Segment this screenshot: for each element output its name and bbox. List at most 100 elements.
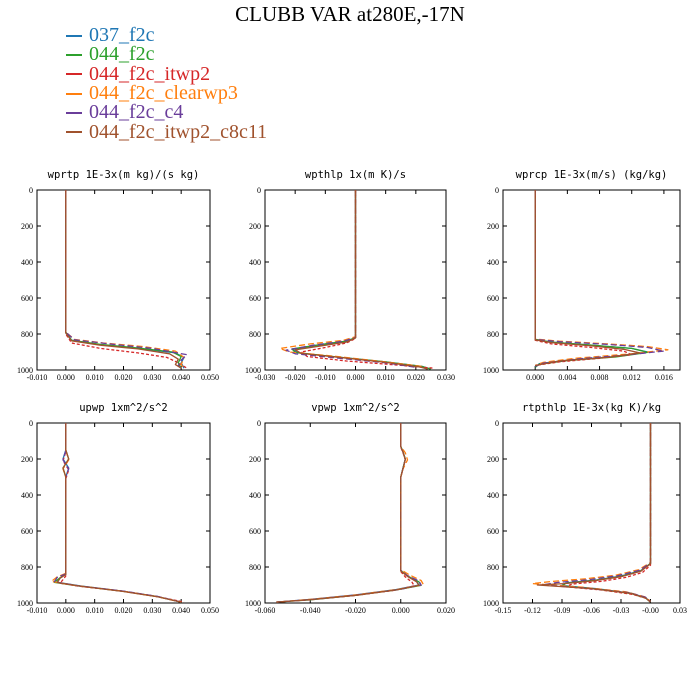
- y-tick-label: 600: [249, 294, 261, 303]
- chart-panel: wprtp 1E-3x(m kg)/(s kg) -0.010 0.000 0.010…: [17, 169, 219, 382]
- y-tick-label: 0: [257, 419, 261, 428]
- x-tick-label: 0.016: [655, 373, 673, 382]
- legend-item: 037_f2c: [66, 24, 267, 47]
- y-tick-label: 1000: [483, 366, 499, 375]
- legend-item: 044_f2c_itwp2_c8c11: [66, 120, 268, 143]
- x-tick-label: 0.010: [377, 373, 395, 382]
- x-tick-label: 0.010: [86, 373, 104, 382]
- x-tick-label: 0.004: [558, 373, 576, 382]
- x-tick-label: 0.020: [437, 606, 455, 615]
- series-line: [534, 190, 633, 367]
- y-tick-label: 200: [487, 222, 499, 231]
- legend: 037_f2c 044_f2c 044_f2c_itwp2 044_f2c_cl…: [66, 24, 268, 143]
- series-line: [536, 423, 652, 603]
- x-tick-label: 0.030: [143, 373, 161, 382]
- x-tick-label: -0.030: [255, 373, 276, 382]
- y-tick-label: 600: [21, 527, 33, 536]
- y-tick-label: 0: [495, 419, 499, 428]
- panel-title: wprtp 1E-3x(m kg)/(s kg): [48, 169, 200, 181]
- y-tick-label: 200: [487, 455, 499, 464]
- chart-panel: wpthlp 1x(m K)/s -0.030 -0.020 -0.010 0.000 0…: [245, 169, 455, 382]
- legend-label: 044_f2c_c4: [89, 101, 184, 124]
- y-tick-label: 800: [249, 563, 261, 572]
- plot-frame: [36, 189, 211, 371]
- series-line: [276, 423, 422, 603]
- legend-swatch: [66, 131, 82, 134]
- legend-label: 044_f2c_itwp2_c8c11: [89, 120, 268, 143]
- y-tick-label: 1000: [17, 366, 33, 375]
- legend-swatch: [66, 53, 82, 56]
- legend-label: 044_f2c: [89, 43, 155, 66]
- x-tick-label: -0.060: [255, 606, 276, 615]
- legend-swatch: [66, 92, 82, 95]
- y-tick-label: 600: [21, 294, 33, 303]
- series-line: [56, 423, 182, 603]
- x-tick-label: -0.010: [27, 373, 48, 382]
- series-line: [53, 423, 182, 603]
- x-tick-label: 0.050: [201, 606, 219, 615]
- chart-panel: vpwp 1xm^2/s^2 -0.060 -0.040 -0.020 0.000 0.0…: [245, 402, 455, 615]
- y-tick-label: 800: [249, 330, 261, 339]
- x-tick-label: 0.020: [407, 373, 425, 382]
- series-line: [534, 190, 669, 367]
- chart-panel: upwp 1xm^2/s^2 -0.010 0.000 0.010 0.020 0.030…: [17, 402, 219, 615]
- legend-swatch: [66, 111, 82, 114]
- series-line: [276, 423, 420, 603]
- y-tick-label: 1000: [483, 599, 499, 608]
- series-line: [561, 423, 652, 603]
- series-line: [56, 423, 182, 603]
- y-tick-label: 800: [487, 563, 499, 572]
- x-tick-label: -0.020: [345, 606, 366, 615]
- x-tick-label: -0.020: [285, 373, 306, 382]
- x-tick-label: 0.000: [392, 606, 410, 615]
- panel-title: wpthlp 1x(m K)/s: [305, 169, 406, 181]
- legend-swatch: [66, 73, 82, 76]
- series-line: [276, 423, 420, 603]
- y-tick-label: 400: [249, 491, 261, 500]
- series-line: [65, 190, 182, 369]
- y-tick-label: 600: [487, 527, 499, 536]
- figure-title: CLUBB VAR at280E,-17N: [235, 2, 465, 26]
- chart-panel: wprcp 1E-3x(m/s) (kg/kg) 0.000 0.004 0.008 0…: [483, 169, 681, 382]
- legend-swatch: [66, 34, 82, 37]
- x-tick-label: -0.00: [642, 606, 659, 615]
- x-tick-label: 0.008: [591, 373, 609, 382]
- y-tick-label: 400: [487, 491, 499, 500]
- y-tick-label: 0: [29, 186, 33, 195]
- y-tick-label: 1000: [245, 366, 261, 375]
- series-line: [285, 190, 416, 368]
- series-line: [294, 190, 429, 370]
- x-tick-label: 0.020: [115, 606, 133, 615]
- x-tick-label: -0.010: [315, 373, 336, 382]
- series-line: [59, 423, 185, 603]
- x-tick-label: 0.000: [347, 373, 365, 382]
- series-line: [291, 190, 432, 370]
- x-tick-label: 0.020: [115, 373, 133, 382]
- series-line: [300, 190, 434, 369]
- y-tick-label: 600: [249, 527, 261, 536]
- plot-frame: [502, 422, 681, 604]
- chart-panel: rtpthlp 1E-3x(kg K)/kg -0.15 -0.12 -0.09 -0.…: [483, 402, 687, 615]
- series-line: [534, 190, 641, 367]
- series-line: [50, 423, 182, 603]
- x-tick-label: 0.030: [143, 606, 161, 615]
- y-tick-label: 800: [21, 563, 33, 572]
- x-tick-label: 0.000: [526, 373, 544, 382]
- legend-label: 044_f2c_itwp2: [89, 62, 211, 85]
- series-line: [534, 190, 665, 368]
- y-tick-label: 200: [249, 455, 261, 464]
- x-tick-label: 0.010: [86, 606, 104, 615]
- y-tick-label: 800: [21, 330, 33, 339]
- series-line: [565, 423, 652, 603]
- panel-title: upwp 1xm^2/s^2: [79, 402, 168, 414]
- y-tick-label: 0: [257, 186, 261, 195]
- series-line: [276, 423, 422, 603]
- legend-label: 037_f2c: [89, 24, 155, 47]
- plot-frame: [264, 422, 447, 604]
- legend-item: 044_f2c_itwp2: [66, 62, 267, 85]
- x-tick-label: 0.000: [57, 373, 75, 382]
- panel-title: rtpthlp 1E-3x(kg K)/kg: [522, 402, 661, 414]
- series-line: [276, 423, 415, 603]
- x-tick-label: -0.12: [524, 606, 541, 615]
